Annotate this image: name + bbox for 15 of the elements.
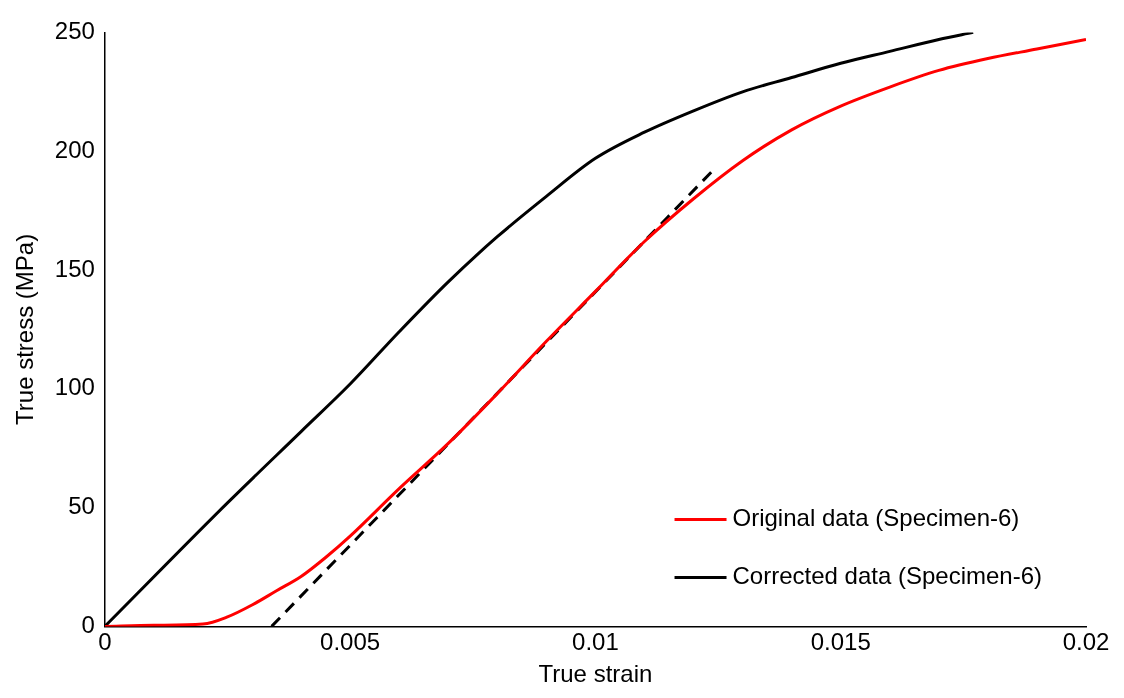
y-tick-label: 50 <box>68 492 95 520</box>
y-tick-label: 0 <box>81 611 95 639</box>
x-tick-label: 0.02 <box>1062 628 1110 656</box>
y-tick-label: 250 <box>54 17 95 45</box>
x-tick-label: 0.005 <box>320 628 381 656</box>
x-tick-label: 0 <box>98 628 112 656</box>
x-tick-label: 0.01 <box>572 628 619 656</box>
legend-label: Original data (Specimen-6) <box>732 504 1020 532</box>
x-axis-title: True strain <box>538 660 653 688</box>
x-tick-label: 0.015 <box>810 628 871 656</box>
y-axis-title: True stress (MPa) <box>11 233 39 425</box>
y-tick-label: 150 <box>54 254 95 282</box>
y-tick-label: 200 <box>54 135 95 163</box>
y-tick-label: 100 <box>54 373 95 401</box>
legend-label: Corrected data (Specimen-6) <box>732 562 1042 590</box>
